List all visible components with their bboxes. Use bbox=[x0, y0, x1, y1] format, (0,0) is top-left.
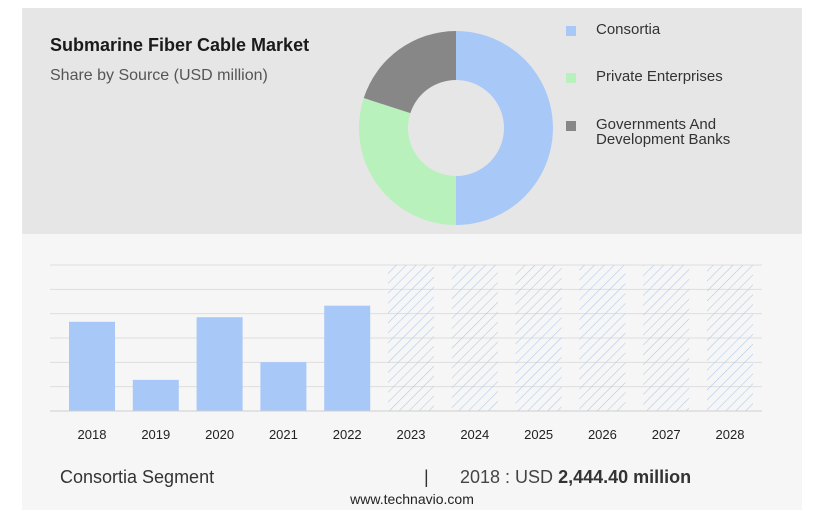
chart-title: Submarine Fiber Cable Market bbox=[50, 35, 310, 55]
bar-2021 bbox=[260, 362, 307, 411]
x-tick-label: 2019 bbox=[141, 427, 170, 442]
donut-slice-private-enterprises bbox=[359, 98, 456, 225]
x-tick-label: 2024 bbox=[460, 427, 489, 442]
forecast-bar-2026 bbox=[579, 265, 626, 411]
x-tick-label: 2021 bbox=[269, 427, 298, 442]
stat-year: 2018 : USD bbox=[460, 467, 559, 487]
legend-label: Governments And Development Banks bbox=[596, 116, 731, 148]
segment-stat: 2018 : USD 2,444.40 million bbox=[460, 467, 691, 488]
legend-swatch bbox=[566, 26, 576, 36]
x-tick-label: 2022 bbox=[333, 427, 362, 442]
legend-swatch bbox=[566, 73, 576, 83]
bar-chart: 2018 2019 2020 2021 2022 2023 2024 2025 2026 2027… bbox=[50, 264, 762, 442]
legend-label: Private Enterprises bbox=[596, 68, 723, 85]
forecast-bar-2025 bbox=[515, 265, 562, 411]
x-tick-label: 2023 bbox=[397, 427, 426, 442]
x-tick-label: 2025 bbox=[524, 427, 553, 442]
forecast-bar-2028 bbox=[707, 265, 753, 411]
stat-value: 2,444.40 million bbox=[558, 467, 692, 487]
chart-subtitle: Share by Source (USD million) bbox=[50, 67, 268, 84]
source-url[interactable]: www.technavio.com bbox=[350, 491, 474, 507]
bar-2020 bbox=[196, 317, 243, 411]
x-tick-label: 2028 bbox=[716, 427, 745, 442]
bar-2022 bbox=[324, 305, 371, 411]
forecast-bar-2023 bbox=[388, 265, 434, 411]
legend-label: Consortia bbox=[596, 21, 661, 38]
x-tick-label: 2018 bbox=[78, 427, 107, 442]
forecast-bar-2024 bbox=[451, 265, 498, 411]
legend-swatch bbox=[566, 121, 576, 131]
summary-divider: | bbox=[424, 467, 429, 487]
segment-label: Consortia Segment bbox=[60, 467, 215, 487]
x-tick-label: 2020 bbox=[205, 427, 234, 442]
infographic-card: Submarine Fiber Cable Market Share by So… bbox=[22, 8, 802, 510]
x-tick-label: 2026 bbox=[588, 427, 617, 442]
donut-slice-consortia bbox=[456, 31, 553, 225]
x-tick-label: 2027 bbox=[652, 427, 681, 442]
bar-2018 bbox=[69, 321, 115, 411]
donut-chart bbox=[359, 31, 553, 225]
bar-2019 bbox=[132, 379, 179, 411]
donut-slice-governments-and-development-banks bbox=[363, 31, 456, 114]
forecast-bar-2027 bbox=[643, 265, 690, 411]
